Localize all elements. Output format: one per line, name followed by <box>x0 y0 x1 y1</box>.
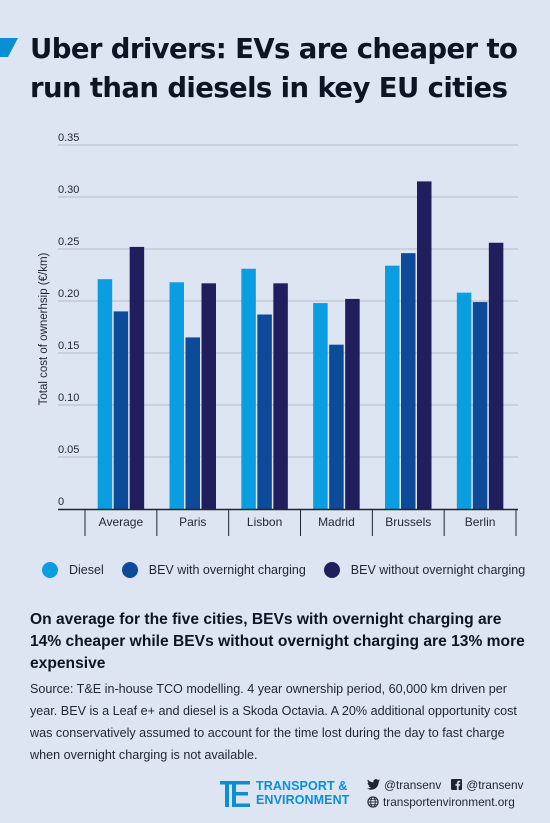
page-title: Uber drivers: EVs are cheaper to run tha… <box>30 33 518 104</box>
y-tick-label: 0.15 <box>58 340 79 352</box>
bar <box>313 303 328 509</box>
bar <box>273 283 288 509</box>
bar <box>345 298 360 509</box>
bar <box>401 253 416 509</box>
bar <box>113 311 129 509</box>
y-tick-label: 0.25 <box>58 236 79 248</box>
legend-label-bev-no-overnight: BEV without overnight charging <box>350 563 526 577</box>
globe-icon <box>367 795 379 808</box>
x-tick-label: Paris <box>179 515 206 529</box>
te-logo-wordmark: TRANSPORT & ENVIRONMENT <box>256 779 349 807</box>
bar <box>241 268 256 509</box>
bar <box>385 265 400 509</box>
website-link[interactable]: transportenvironment.org <box>367 795 515 809</box>
y-axis-label: Total cost of ownerhsip (€/km) <box>38 252 50 405</box>
y-tick-label: 0 <box>58 496 64 508</box>
bar <box>329 344 344 509</box>
bar <box>97 279 113 509</box>
bar <box>472 302 488 509</box>
y-tick-label: 0.10 <box>58 392 79 404</box>
x-tick-label: Lisbon <box>247 515 282 529</box>
website-url: transportenvironment.org <box>383 794 515 809</box>
logo-line-1: TRANSPORT & <box>256 779 348 793</box>
facebook-link[interactable]: @transenv <box>451 778 523 792</box>
social-links: @transenv @transenv transportenvi <box>367 777 533 809</box>
bar <box>169 282 184 509</box>
chart-legend: Diesel BEV with overnight charging BEV w… <box>42 560 543 580</box>
y-tick-label: 0.30 <box>58 184 79 196</box>
twitter-link[interactable]: @transenv <box>367 778 441 792</box>
footer: TRANSPORT & ENVIRONMENT @transenv @trans… <box>220 776 525 810</box>
legend-item-bev-overnight: BEV with overnight charging <box>121 562 306 578</box>
bar <box>185 337 200 509</box>
x-tick-label: Madrid <box>318 515 355 529</box>
legend-item-bev-no-overnight: BEV without overnight charging <box>323 562 526 578</box>
legend-swatch-bev-overnight <box>121 562 138 578</box>
x-tick-label: Berlin <box>465 515 496 529</box>
bar <box>456 292 472 509</box>
bar <box>201 283 216 509</box>
source-note: Source: T&E in-house TCO modelling. 4 ye… <box>30 682 517 762</box>
bar <box>257 314 272 509</box>
bar <box>129 246 145 510</box>
y-tick-label: 0.35 <box>58 132 79 144</box>
summary-text: On average for the five cities, BEVs wit… <box>30 611 525 672</box>
logo-line-2: ENVIRONMENT <box>256 793 350 807</box>
legend-label-diesel: Diesel <box>69 563 104 577</box>
x-tick-label: Average <box>99 515 144 529</box>
legend-label-bev-overnight: BEV with overnight charging <box>148 563 306 577</box>
legend-swatch-bev-no-overnight <box>323 562 340 578</box>
legend-swatch-diesel <box>42 562 58 578</box>
legend-item-diesel: Diesel <box>42 562 104 578</box>
facebook-handle: @transenv <box>466 777 524 792</box>
chart: 0 0.05 0.10 0.15 0.20 0.25 0.30 0.35 Total cost … <box>38 132 518 536</box>
y-tick-label: 0.05 <box>58 444 79 456</box>
bar <box>488 242 504 509</box>
te-logo-icon <box>220 781 250 807</box>
te-logo: TRANSPORT & ENVIRONMENT <box>220 779 360 809</box>
accent-flag <box>0 38 18 57</box>
y-tick-label: 0.20 <box>58 288 79 300</box>
x-tick-label: Brussels <box>385 515 431 529</box>
bar <box>417 181 432 509</box>
twitter-handle: @transenv <box>384 777 442 792</box>
twitter-bird-icon <box>367 779 380 790</box>
facebook-icon <box>451 779 463 790</box>
